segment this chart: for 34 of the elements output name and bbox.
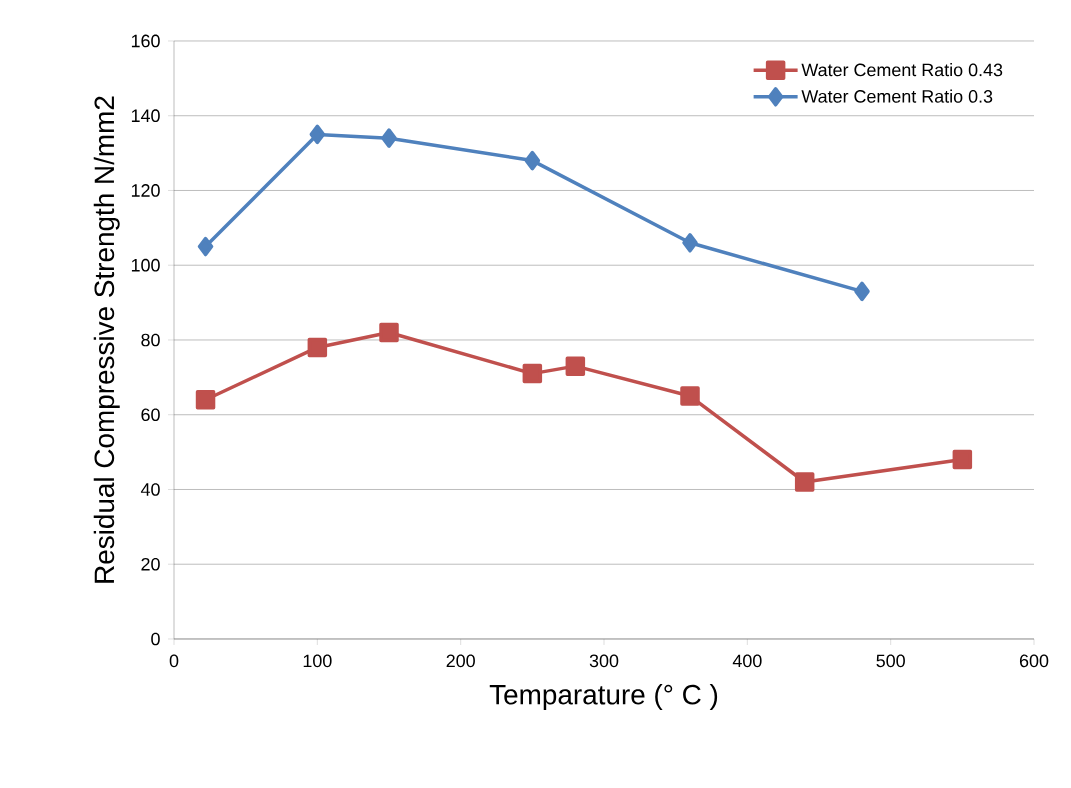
- point: [381, 128, 397, 148]
- y-tick-label: 80: [141, 333, 160, 347]
- y-tick-label: 60: [141, 408, 160, 422]
- y-tick-label: 120: [131, 184, 160, 197]
- x-tick-label: 300: [589, 654, 619, 668]
- point: [522, 363, 543, 384]
- y-tick-label: 100: [131, 258, 160, 272]
- x-tick-label: 400: [732, 654, 762, 668]
- point: [307, 337, 328, 358]
- point: [794, 472, 815, 492]
- point: [565, 356, 586, 376]
- point: [197, 236, 214, 257]
- x-tick-label: 500: [876, 654, 905, 668]
- x-axis-title: Temparature (° C ): [489, 684, 718, 711]
- y-tick-label: 40: [140, 483, 160, 496]
- legend-label: Water Cement Ratio 0.43: [801, 63, 1003, 77]
- y-tick-label: 0: [151, 632, 160, 646]
- y-axis-title: Residual Compressive Strength N/mm2: [93, 96, 120, 583]
- point: [854, 281, 870, 302]
- y-tick-label: 140: [131, 109, 160, 123]
- y-tick-label: 20: [141, 557, 160, 571]
- point: [682, 233, 698, 253]
- legend-label: Water Cement Ratio 0.3: [801, 89, 993, 103]
- x-tick-label: 0: [169, 654, 179, 668]
- point: [524, 150, 541, 171]
- point: [309, 124, 326, 145]
- point: [952, 449, 973, 470]
- point: [195, 390, 216, 410]
- y-tick-label: 160: [131, 34, 160, 48]
- point: [379, 322, 399, 343]
- point: [680, 386, 700, 406]
- x-tick-label: 200: [446, 654, 475, 668]
- x-tick-label: 600: [1019, 654, 1049, 668]
- x-tick-label: 100: [303, 654, 332, 668]
